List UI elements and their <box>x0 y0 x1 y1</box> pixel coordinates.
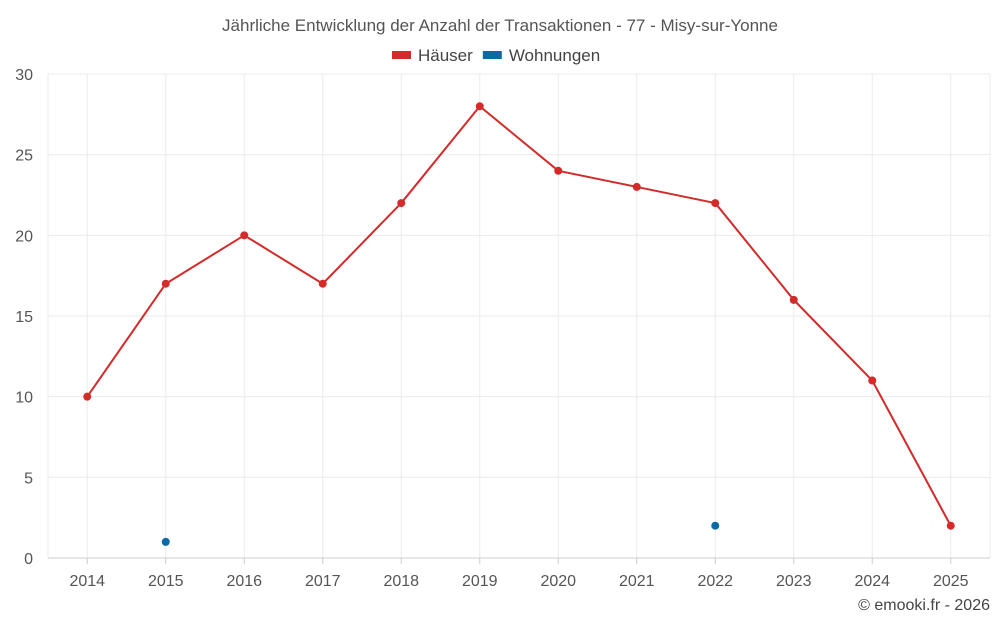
data-point[interactable] <box>711 199 720 208</box>
data-point[interactable] <box>161 279 170 288</box>
y-tick-label: 0 <box>24 551 33 568</box>
x-tick-label: 2015 <box>148 573 184 590</box>
data-point[interactable] <box>946 521 955 530</box>
legend-label: Häuser <box>418 46 473 65</box>
y-axis: 0 5 10 15 20 25 30 <box>15 67 33 568</box>
data-point[interactable] <box>240 231 249 240</box>
data-point[interactable] <box>161 537 170 546</box>
y-tick-label: 30 <box>15 67 33 84</box>
x-axis: 2014 2015 2016 2017 2018 2019 2020 2021 2022 2023… <box>48 557 990 590</box>
x-tick-label: 2018 <box>383 573 419 590</box>
x-tick-label: 2016 <box>226 573 262 590</box>
legend-swatch <box>392 51 411 59</box>
data-point[interactable] <box>868 376 877 385</box>
data-point[interactable] <box>554 166 563 175</box>
data-point[interactable] <box>475 102 484 111</box>
series-line <box>86 105 952 527</box>
x-tick-label: 2020 <box>540 573 576 590</box>
data-point[interactable] <box>83 392 92 401</box>
y-tick-label: 15 <box>15 309 33 326</box>
y-tick-label: 25 <box>15 148 33 165</box>
data-point[interactable] <box>789 295 798 304</box>
y-tick-label: 5 <box>24 470 33 487</box>
data-point[interactable] <box>711 521 720 530</box>
legend-item-1[interactable]: Häuser <box>392 46 473 65</box>
credit-text: © emooki.fr - 2026 <box>858 597 990 614</box>
x-tick-label: 2024 <box>854 573 890 590</box>
x-tick-label: 2021 <box>619 573 655 590</box>
y-tick-label: 10 <box>15 390 33 407</box>
series-2 <box>161 521 720 546</box>
data-point[interactable] <box>318 279 327 288</box>
legend-swatch <box>482 51 502 59</box>
series-layer <box>83 102 955 546</box>
legend-label: Wohnungen <box>509 46 600 65</box>
x-tick-label: 2017 <box>305 573 341 590</box>
y-tick-label: 20 <box>15 228 33 245</box>
x-tick-label: 2023 <box>776 573 812 590</box>
legend[interactable]: Häuser Wohnungen <box>392 46 600 65</box>
data-point[interactable] <box>632 182 641 191</box>
x-tick-label: 2022 <box>697 573 733 590</box>
series-1 <box>83 102 955 530</box>
grid <box>47 73 991 558</box>
x-tick-label: 2014 <box>69 573 105 590</box>
data-point[interactable] <box>397 199 406 208</box>
chart-title: Jährliche Entwicklung der Anzahl der Tra… <box>222 16 778 35</box>
x-tick-label: 2025 <box>933 573 969 590</box>
legend-item-2[interactable]: Wohnungen <box>482 46 600 65</box>
x-tick-label: 2019 <box>462 573 498 590</box>
